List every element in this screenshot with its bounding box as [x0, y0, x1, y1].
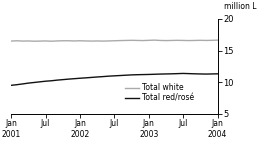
Total white — [187, 40, 191, 42]
Total red/rosé — [187, 73, 191, 75]
Total white — [107, 40, 110, 42]
Total red/rosé — [216, 73, 219, 75]
Legend: Total white, Total red/rosé: Total white, Total red/rosé — [123, 81, 197, 105]
Total white — [199, 39, 202, 41]
Total white — [210, 39, 213, 41]
Total white — [170, 40, 174, 41]
Total red/rosé — [107, 75, 110, 77]
Total red/rosé — [158, 73, 162, 75]
Total white — [73, 40, 76, 42]
Total red/rosé — [32, 82, 36, 83]
Total white — [130, 39, 133, 41]
Total red/rosé — [9, 84, 13, 86]
Total red/rosé — [73, 78, 76, 80]
Total white — [113, 40, 116, 42]
Total white — [95, 40, 99, 42]
Total red/rosé — [44, 80, 47, 82]
Total white — [27, 40, 30, 42]
Total red/rosé — [119, 75, 122, 76]
Total red/rosé — [193, 73, 196, 75]
Total white — [136, 40, 139, 41]
Total white — [84, 40, 87, 42]
Total red/rosé — [176, 73, 179, 75]
Total white — [67, 40, 70, 42]
Total red/rosé — [141, 74, 145, 76]
Total red/rosé — [170, 73, 174, 75]
Total white — [141, 40, 145, 42]
Total red/rosé — [84, 77, 87, 79]
Total white — [164, 40, 168, 42]
Total red/rosé — [78, 77, 82, 79]
Total white — [153, 39, 156, 41]
Text: million L: million L — [224, 2, 256, 11]
Total white — [182, 40, 185, 41]
Total red/rosé — [50, 80, 53, 82]
Total white — [193, 40, 196, 41]
Total red/rosé — [55, 79, 59, 81]
Total white — [38, 40, 42, 42]
Total white — [15, 40, 19, 42]
Total white — [90, 40, 93, 42]
Total white — [21, 40, 24, 42]
Total red/rosé — [90, 76, 93, 78]
Total red/rosé — [124, 74, 128, 76]
Total red/rosé — [61, 79, 64, 81]
Total red/rosé — [15, 84, 19, 86]
Total red/rosé — [21, 83, 24, 85]
Total white — [50, 40, 53, 42]
Total white — [176, 39, 179, 41]
Total red/rosé — [136, 74, 139, 76]
Total red/rosé — [38, 81, 42, 83]
Total white — [147, 39, 150, 41]
Total white — [216, 39, 219, 41]
Total red/rosé — [130, 74, 133, 76]
Total white — [124, 40, 128, 41]
Total red/rosé — [67, 78, 70, 80]
Total red/rosé — [210, 73, 213, 75]
Total white — [101, 40, 105, 42]
Total red/rosé — [147, 73, 150, 75]
Total white — [55, 40, 59, 42]
Total white — [9, 40, 13, 42]
Total red/rosé — [113, 75, 116, 77]
Total white — [44, 40, 47, 42]
Total red/rosé — [205, 73, 208, 75]
Total white — [205, 40, 208, 41]
Line: Total red/rosé: Total red/rosé — [11, 73, 218, 85]
Line: Total white: Total white — [11, 40, 218, 41]
Total white — [78, 40, 82, 42]
Total white — [119, 40, 122, 42]
Total red/rosé — [101, 76, 105, 78]
Total red/rosé — [199, 73, 202, 75]
Total white — [32, 40, 36, 42]
Total white — [158, 40, 162, 41]
Total white — [61, 40, 64, 42]
Total red/rosé — [153, 73, 156, 75]
Total red/rosé — [164, 73, 168, 75]
Total red/rosé — [182, 73, 185, 74]
Total red/rosé — [27, 82, 30, 84]
Total red/rosé — [95, 76, 99, 78]
